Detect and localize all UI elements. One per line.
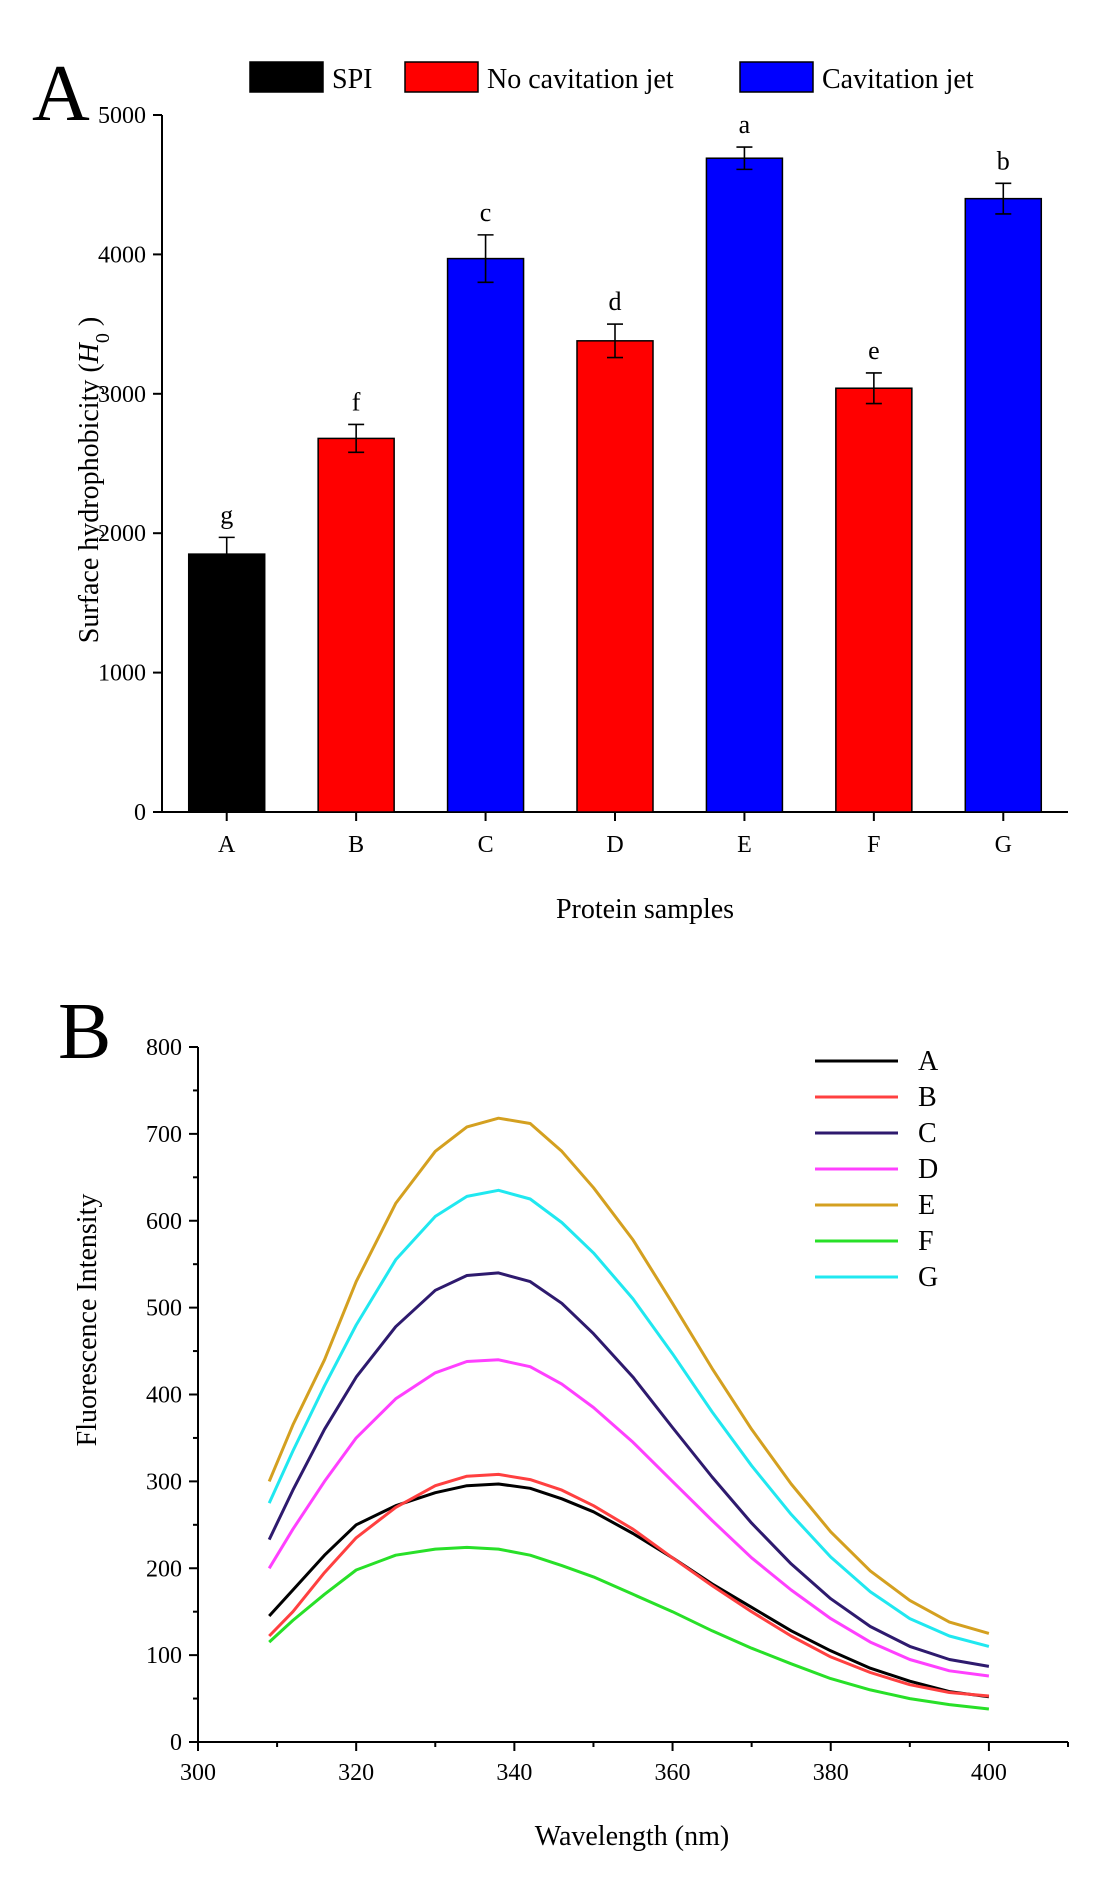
panel-b: B 0 100 200 300 400 500 600 700 800 300 320 340 360 3… — [58, 988, 1069, 1852]
panel-b-label: B — [58, 988, 111, 1076]
panel-a-x-tick-label: F — [867, 832, 880, 858]
legend-swatch — [249, 61, 324, 93]
panel-a-bars: g f c d a e b — [187, 110, 1043, 813]
panel-a-axes: 0 1000 2000 3000 4000 5000 A B C D E F G — [98, 103, 1068, 858]
panel-a: A SPI No cavitation jet Cavitation jet 0 10… — [32, 50, 1068, 925]
panel-b-curves — [267, 1116, 990, 1711]
panel-b-y-tick-label: 0 — [170, 1730, 182, 1756]
panel-b-y-tick-label: 800 — [146, 1035, 182, 1061]
panel-b-x-tick-label: 340 — [496, 1760, 532, 1786]
panel-b-x-tick-label: 300 — [180, 1760, 216, 1786]
panel-a-x-tick-label: A — [218, 832, 236, 858]
panel-a-x-tick-label: D — [606, 832, 623, 858]
panel-a-label: A — [32, 50, 90, 138]
panel-b-x-tick-label: 360 — [655, 1760, 691, 1786]
panel-b-y-tick-label: 400 — [146, 1383, 182, 1409]
panel-b-x-axis-title: Wavelength (nm) — [535, 1821, 729, 1852]
curve-G — [267, 1188, 990, 1648]
curve-E — [267, 1116, 990, 1635]
panel-b-x-tick-label: 380 — [813, 1760, 849, 1786]
panel-b-y-tick-label: 600 — [146, 1209, 182, 1235]
bar-A — [187, 553, 266, 813]
significance-letter-A: g — [220, 500, 233, 529]
panel-a-legend: SPI No cavitation jet Cavitation jet — [249, 61, 974, 95]
significance-letter-G: b — [997, 146, 1010, 175]
significance-letter-D: d — [609, 287, 622, 316]
panel-b-y-tick-label: 100 — [146, 1643, 182, 1669]
y-title-symbol: H — [74, 341, 105, 364]
legend-label-C: C — [918, 1118, 937, 1149]
panel-b-x-tick-label: 400 — [971, 1760, 1007, 1786]
bar-C — [446, 257, 525, 813]
panel-a-y-tick-label: 5000 — [98, 103, 146, 129]
panel-a-y-tick-label: 4000 — [98, 242, 146, 268]
bar-G — [964, 197, 1043, 813]
bar-D — [576, 340, 654, 813]
legend-label-E: E — [918, 1190, 935, 1221]
y-title-subscript: 0 — [92, 333, 114, 343]
curve-D — [267, 1358, 990, 1678]
bar-E — [705, 157, 784, 813]
panel-a-x-tick-label: C — [478, 832, 494, 858]
bar-B — [317, 437, 395, 813]
panel-b-axes: 0 100 200 300 400 500 600 700 800 300 320 340 360 380… — [146, 1035, 1069, 1786]
panel-a-x-tick-label: E — [737, 832, 752, 858]
curve-F — [268, 1545, 990, 1711]
legend-swatch — [739, 61, 814, 93]
significance-letter-E: a — [739, 110, 751, 139]
significance-letter-F: e — [868, 336, 880, 365]
y-title-suffix: ) — [74, 317, 105, 333]
legend-label-G: G — [918, 1262, 938, 1293]
significance-letter-B: f — [352, 387, 361, 416]
legend-label-D: D — [918, 1154, 938, 1185]
panel-b-y-tick-label: 700 — [146, 1122, 182, 1148]
panel-b-x-tick-label: 320 — [338, 1760, 374, 1786]
curve-B — [268, 1472, 990, 1698]
legend-label-B: B — [918, 1082, 937, 1113]
y-title-prefix: Surface hydrophobicity ( — [74, 363, 105, 643]
panel-a-x-axis-title: Protein samples — [556, 894, 734, 925]
legend-label: Cavitation jet — [822, 64, 974, 95]
panel-a-y-tick-label: 2000 — [98, 521, 146, 547]
legend-label: No cavitation jet — [487, 64, 674, 95]
panel-a-y-tick-label: 1000 — [98, 661, 146, 687]
panel-a-y-tick-label: 0 — [134, 800, 146, 826]
panel-a-y-tick-label: 3000 — [98, 382, 146, 408]
legend-label-F: F — [918, 1226, 934, 1257]
significance-letter-C: c — [480, 198, 492, 227]
panel-b-y-tick-label: 500 — [146, 1296, 182, 1322]
panel-a-y-axis-title: Surface hydrophobicity (H0 ) — [74, 317, 114, 643]
legend-label: SPI — [332, 64, 372, 95]
panel-b-y-tick-label: 300 — [146, 1469, 182, 1495]
bar-F — [835, 387, 913, 813]
legend-label-A: A — [918, 1046, 939, 1077]
curve-C — [267, 1271, 990, 1668]
panel-a-x-tick-label: G — [995, 832, 1012, 858]
panel-b-y-tick-label: 200 — [146, 1556, 182, 1582]
panel-a-x-tick-label: B — [348, 832, 364, 858]
curve-A — [268, 1482, 990, 1699]
legend-swatch — [404, 61, 479, 93]
panel-b-y-axis-title: Fluorescence Intensity — [72, 1194, 103, 1447]
